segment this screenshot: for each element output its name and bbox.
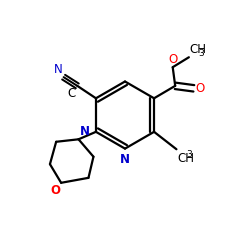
Text: N: N (54, 63, 62, 76)
Text: 3: 3 (198, 49, 204, 58)
Text: O: O (50, 184, 60, 197)
Text: N: N (120, 153, 130, 166)
Text: CH: CH (190, 43, 207, 56)
Text: N: N (80, 125, 90, 138)
Text: O: O (195, 82, 204, 95)
Text: C: C (68, 87, 76, 100)
Text: 3: 3 (186, 150, 192, 159)
Text: CH: CH (178, 152, 194, 165)
Text: O: O (168, 53, 177, 66)
